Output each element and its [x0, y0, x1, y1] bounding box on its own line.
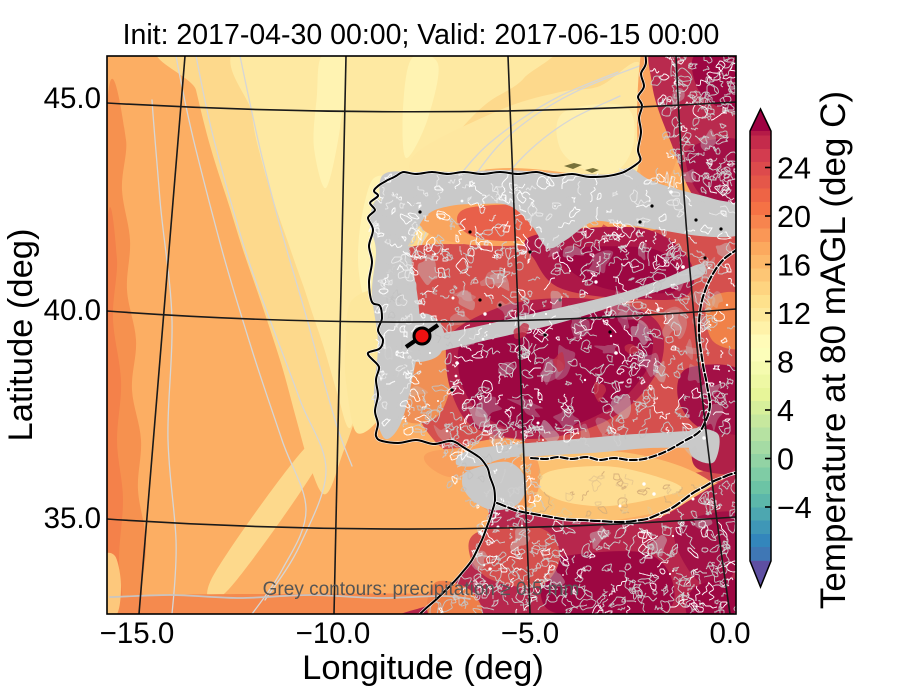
svg-text:24: 24	[777, 152, 811, 186]
svg-text:35.0: 35.0	[44, 502, 101, 535]
svg-text:40.0: 40.0	[44, 294, 101, 327]
svg-text:−5.0: −5.0	[501, 617, 559, 650]
svg-text:20: 20	[777, 200, 811, 234]
svg-text:−15.0: −15.0	[100, 617, 175, 650]
svg-text:4: 4	[777, 394, 794, 428]
svg-text:16: 16	[777, 249, 811, 283]
svg-text:0.0: 0.0	[709, 617, 750, 650]
svg-text:Longitude (deg): Longitude (deg)	[302, 649, 544, 687]
svg-text:0: 0	[777, 443, 794, 477]
svg-text:12: 12	[777, 297, 811, 331]
svg-text:8: 8	[777, 346, 794, 380]
svg-text:Grey contours: precipitation ≥: Grey contours: precipitation ≥ 0.5 mm	[263, 579, 580, 600]
svg-text:Temperature at 80 mAGL (deg C): Temperature at 80 mAGL (deg C)	[814, 91, 853, 609]
svg-text:−4: −4	[777, 491, 812, 525]
svg-text:Init: 2017-04-30 00:00; Valid:: Init: 2017-04-30 00:00; Valid: 2017-06-1…	[123, 19, 720, 51]
svg-text:Latitude (deg): Latitude (deg)	[2, 229, 40, 442]
svg-text:45.0: 45.0	[44, 82, 101, 115]
svg-text:−10.0: −10.0	[296, 617, 371, 650]
